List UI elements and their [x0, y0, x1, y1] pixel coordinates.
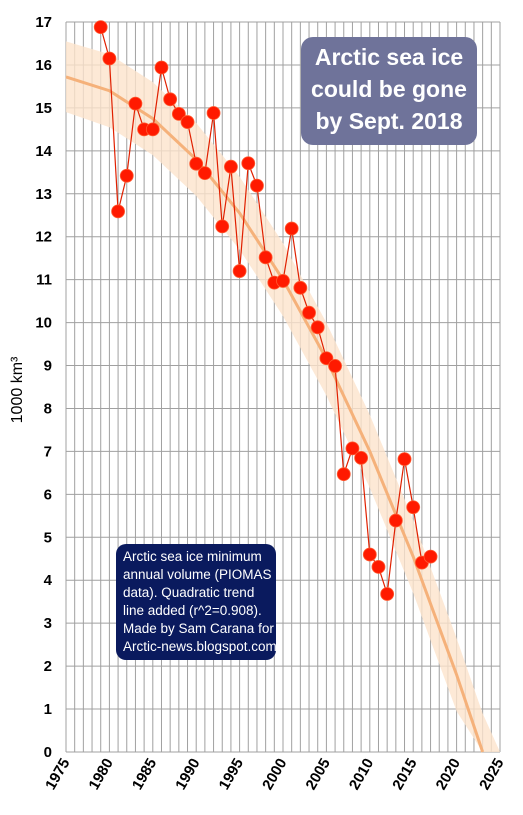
y-tick-label: 6: [44, 486, 52, 503]
data-point-1997: [250, 178, 264, 193]
data-point-1993: [215, 219, 230, 234]
data-point-1983: [128, 96, 143, 111]
data-point-2005: [319, 351, 334, 366]
x-tick-label: 2015: [389, 756, 420, 793]
y-tick-label: 11: [36, 272, 52, 289]
data-point-2003: [302, 305, 316, 320]
y-tick-label: 2: [44, 658, 52, 675]
data-point-2001: [284, 221, 299, 236]
x-tick-label: 2005: [302, 756, 333, 793]
data-point-2010: [362, 547, 377, 562]
data-point-2006: [328, 359, 342, 373]
y-tick-label: 13: [35, 186, 52, 203]
x-axis-ticks: 1975 1980 1985 1990 1995 2000 2005 2010 2015 2020…: [42, 756, 507, 793]
headline-line-3: by Sept. 2018: [315, 108, 463, 134]
data-point-1986: [154, 60, 169, 75]
data-series-layer: [93, 20, 438, 601]
confidence-band-layer: [66, 41, 500, 752]
y-tick-label: 17: [35, 14, 52, 31]
data-point-1982: [119, 168, 134, 183]
x-tick-label: 2025: [476, 756, 507, 793]
data-point-2013: [388, 513, 403, 528]
y-tick-label: 14: [35, 143, 52, 160]
x-tick-label: 2000: [259, 756, 290, 793]
y-tick-label: 8: [44, 400, 52, 417]
data-point-2015: [406, 500, 421, 515]
data-point-1987: [163, 92, 178, 107]
x-tick-label: 1980: [85, 756, 116, 793]
y-tick-label: 3: [44, 615, 52, 632]
x-tick-label: 1975: [42, 756, 73, 793]
note-line-3: data). Quadratic trend: [123, 585, 255, 600]
note-line-6: Arctic-news.blogspot.com: [123, 639, 277, 654]
y-axis-label: 1000 km³: [9, 356, 26, 423]
note-line-1: Arctic sea ice minimum: [123, 549, 262, 564]
data-point-1989: [180, 115, 195, 129]
note-line-4: line added (r^2=0.908).: [123, 603, 262, 618]
y-tick-label: 16: [35, 57, 52, 74]
data-point-2011: [371, 560, 386, 574]
data-point-2008: [345, 441, 360, 456]
source-note-box: Arctic sea ice minimum annual volume (PI…: [116, 544, 277, 660]
data-point-1979: [93, 20, 108, 35]
data-point-1990: [189, 156, 204, 171]
y-tick-label: 4: [44, 572, 53, 589]
y-tick-label: 12: [35, 229, 52, 246]
note-line-5: Made by Sam Carana for: [123, 621, 274, 636]
data-point-1992: [206, 106, 221, 120]
y-tick-label: 15: [35, 100, 52, 117]
data-point-1996: [241, 156, 256, 171]
y-tick-label: 7: [44, 443, 52, 460]
data-point-2017: [423, 549, 438, 564]
x-tick-label: 1995: [216, 756, 247, 793]
data-point-2009: [354, 450, 369, 465]
data-point-1998: [258, 250, 273, 265]
data-point-1994: [224, 159, 238, 174]
data-point-2007: [336, 467, 351, 482]
data-point-2012: [380, 587, 395, 601]
headline-line-1: Arctic sea ice: [314, 44, 464, 70]
data-point-1980: [102, 51, 117, 66]
data-point-2004: [310, 320, 325, 335]
y-tick-label: 5: [44, 529, 52, 546]
x-tick-label: 2020: [433, 756, 464, 793]
data-point-1991: [197, 166, 212, 181]
data-point-1995: [232, 264, 247, 278]
headline-box: Arctic sea ice could be gone by Sept. 20…: [301, 37, 477, 145]
note-line-2: annual volume (PIOMAS: [123, 567, 272, 582]
headline-line-2: could be gone: [311, 76, 467, 102]
y-tick-label: 9: [44, 358, 52, 375]
x-tick-label: 1985: [129, 756, 160, 793]
data-point-1988: [171, 106, 186, 121]
confidence-band: [66, 41, 500, 752]
data-point-2000: [276, 274, 290, 288]
data-point-1985: [145, 122, 160, 137]
data-point-1981: [111, 204, 125, 219]
data-point-2014: [397, 452, 412, 467]
x-tick-label: 1990: [172, 756, 203, 793]
y-tick-label: 1: [44, 701, 52, 718]
x-tick-label: 2010: [346, 756, 377, 793]
y-tick-label: 10: [35, 315, 52, 332]
y-tick-label: 0: [44, 744, 52, 761]
data-point-2002: [293, 280, 308, 295]
